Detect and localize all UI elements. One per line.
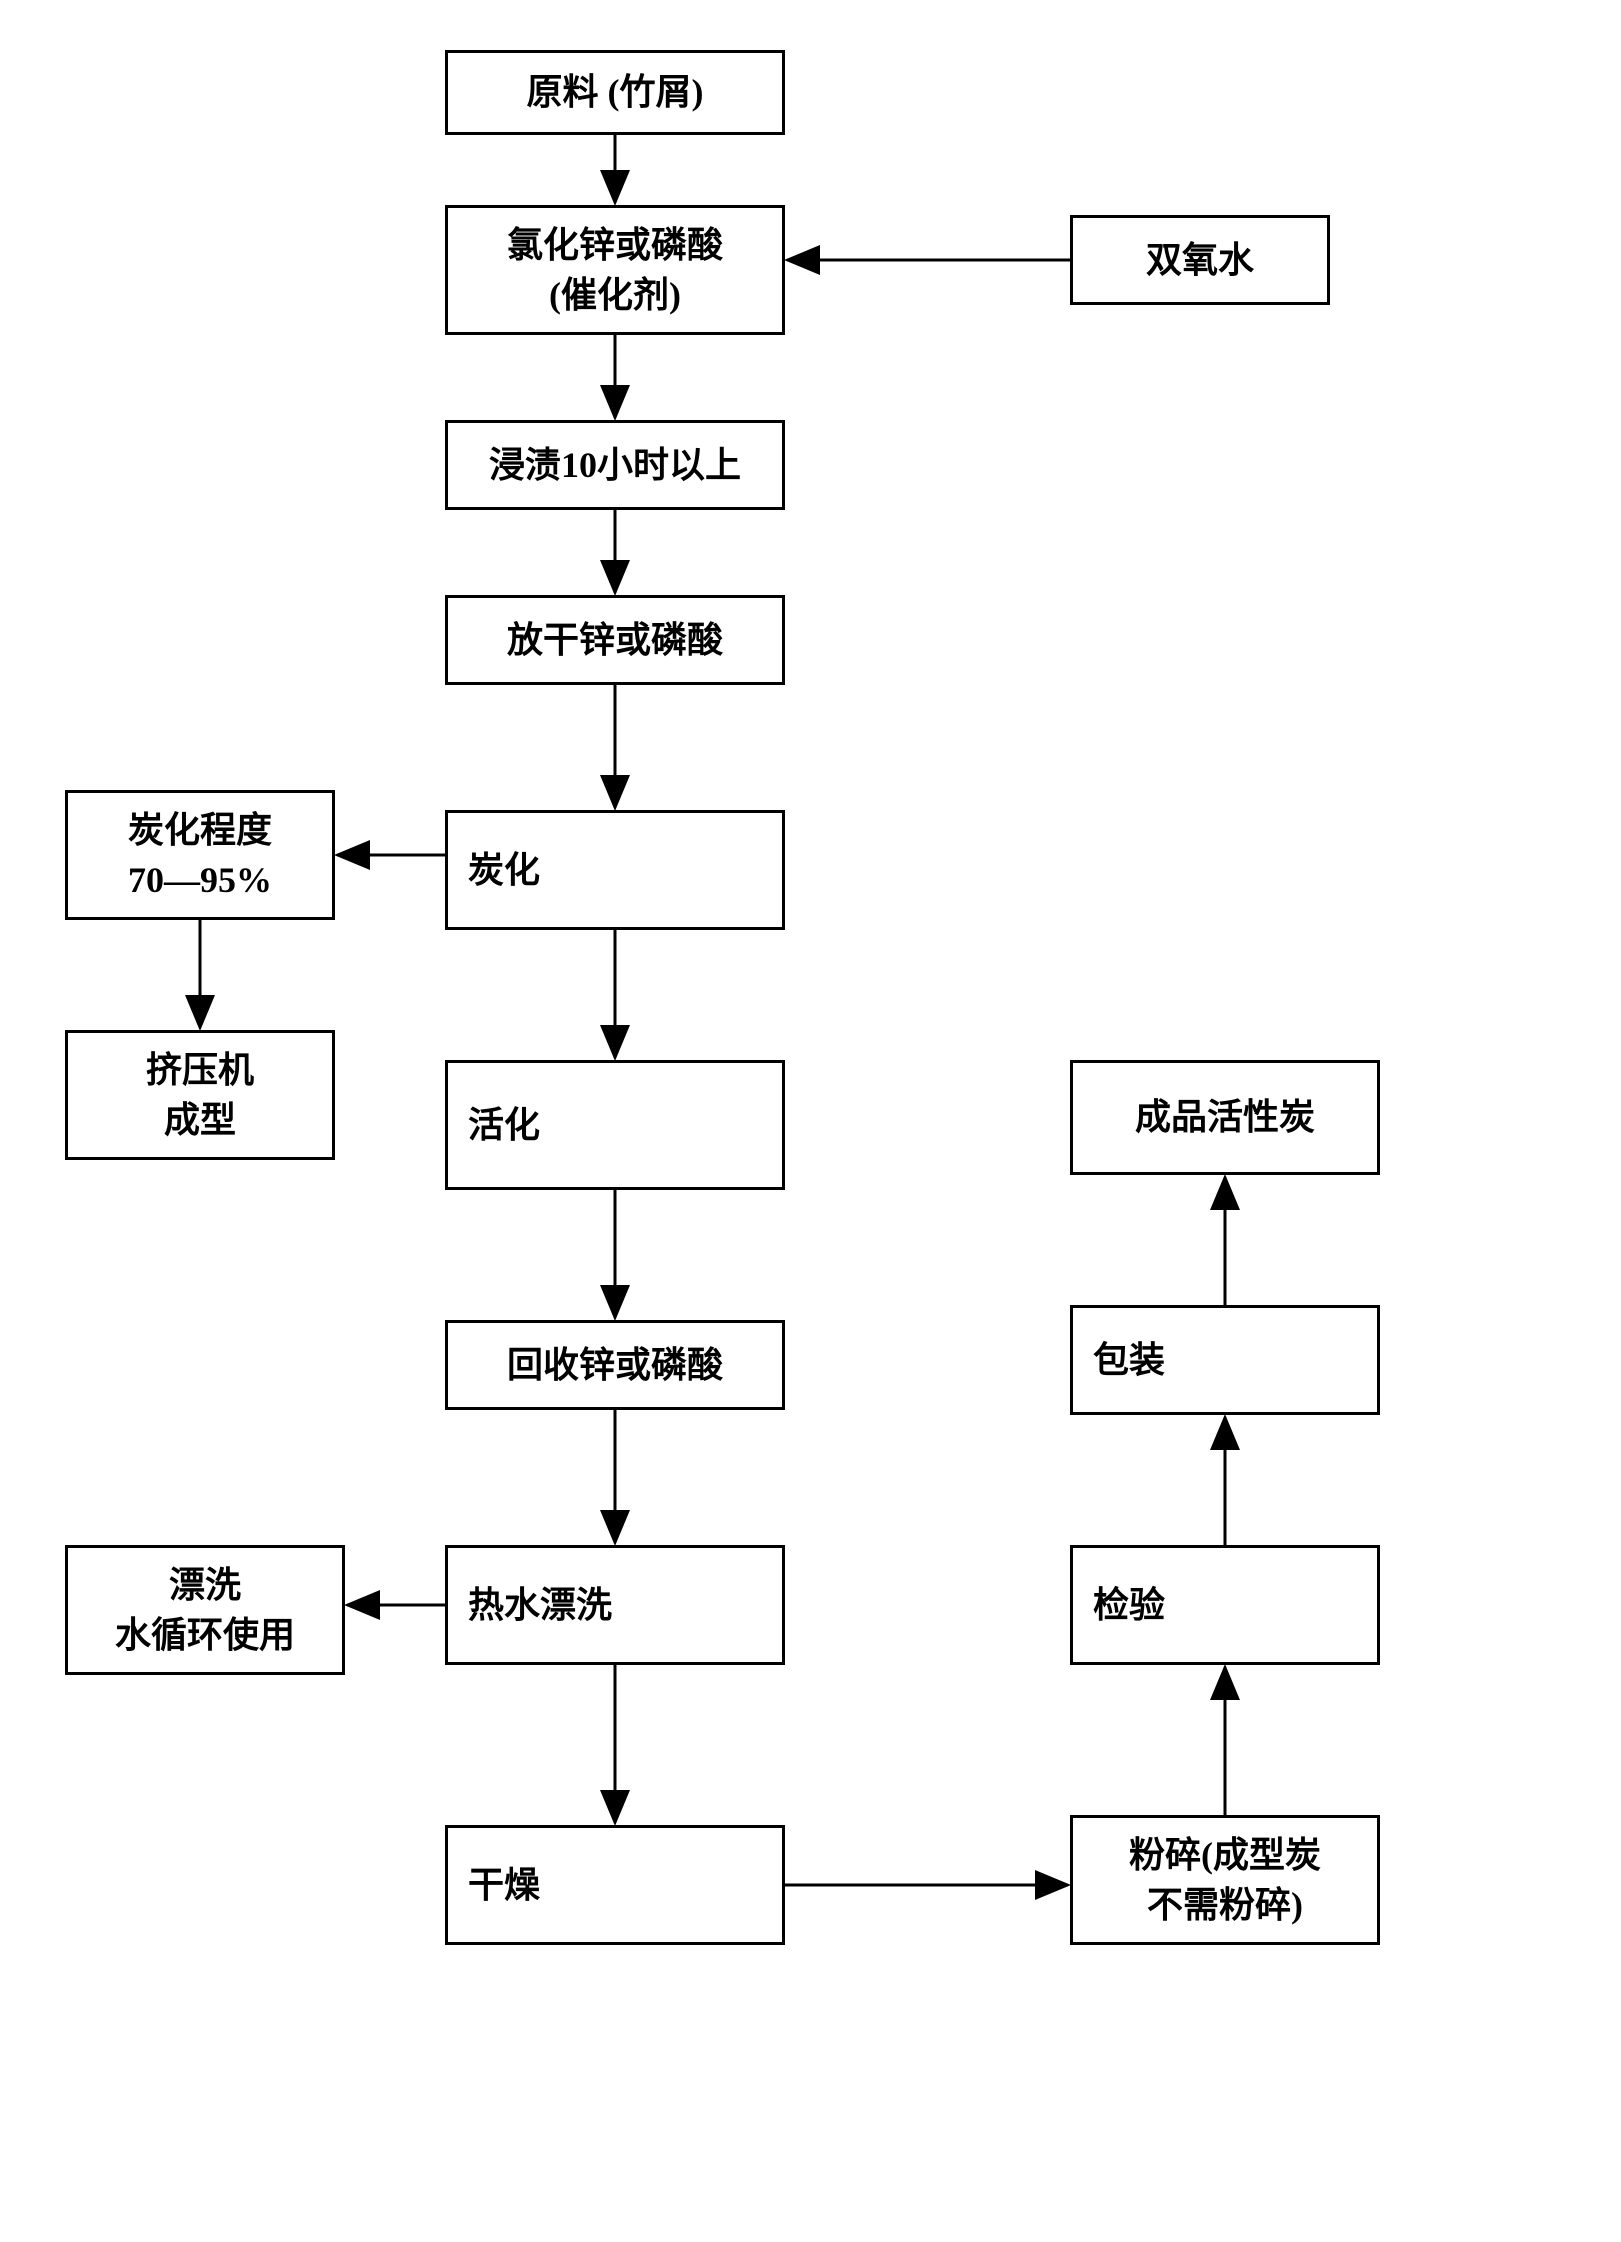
- node-rinse-recycle: 漂洗水循环使用: [65, 1545, 345, 1675]
- node-crushing: 粉碎(成型炭不需粉碎): [1070, 1815, 1380, 1945]
- node-inspection: 检验: [1070, 1545, 1380, 1665]
- node-label: 回收锌或磷酸: [507, 1340, 723, 1390]
- node-label: 干燥: [468, 1860, 540, 1910]
- node-packaging: 包装: [1070, 1305, 1380, 1415]
- node-carbonization-degree: 炭化程度70—95%: [65, 790, 335, 920]
- node-catalyst: 氯化锌或磷酸(催化剂): [445, 205, 785, 335]
- node-recycle-zinc: 回收锌或磷酸: [445, 1320, 785, 1410]
- node-label: 放干锌或磷酸: [507, 615, 723, 665]
- node-label: 浸渍10小时以上: [489, 440, 741, 490]
- node-label: 炭化程度70—95%: [128, 805, 272, 906]
- node-hydrogen-peroxide: 双氧水: [1070, 215, 1330, 305]
- node-label: 氯化锌或磷酸(催化剂): [507, 220, 723, 321]
- node-label: 双氧水: [1146, 235, 1254, 285]
- node-label: 检验: [1093, 1580, 1165, 1630]
- node-label: 漂洗水循环使用: [115, 1560, 295, 1661]
- node-label: 包装: [1093, 1335, 1165, 1385]
- node-label: 粉碎(成型炭不需粉碎): [1129, 1830, 1321, 1931]
- node-extruder: 挤压机成型: [65, 1030, 335, 1160]
- node-label: 热水漂洗: [468, 1580, 612, 1630]
- node-label: 活化: [468, 1100, 540, 1150]
- node-carbonization: 炭化: [445, 810, 785, 930]
- node-label: 原料 (竹屑): [527, 67, 704, 117]
- flowchart-container: 原料 (竹屑) 双氧水 氯化锌或磷酸(催化剂) 浸渍10小时以上 放干锌或磷酸 …: [0, 0, 1621, 2242]
- node-label: 成品活性炭: [1135, 1092, 1315, 1142]
- node-finished-product: 成品活性炭: [1070, 1060, 1380, 1175]
- node-drying: 干燥: [445, 1825, 785, 1945]
- node-hot-water-rinse: 热水漂洗: [445, 1545, 785, 1665]
- node-raw-material: 原料 (竹屑): [445, 50, 785, 135]
- node-label: 挤压机成型: [146, 1045, 254, 1146]
- node-dipping: 浸渍10小时以上: [445, 420, 785, 510]
- node-label: 炭化: [468, 845, 540, 895]
- node-activation: 活化: [445, 1060, 785, 1190]
- node-dry-zinc: 放干锌或磷酸: [445, 595, 785, 685]
